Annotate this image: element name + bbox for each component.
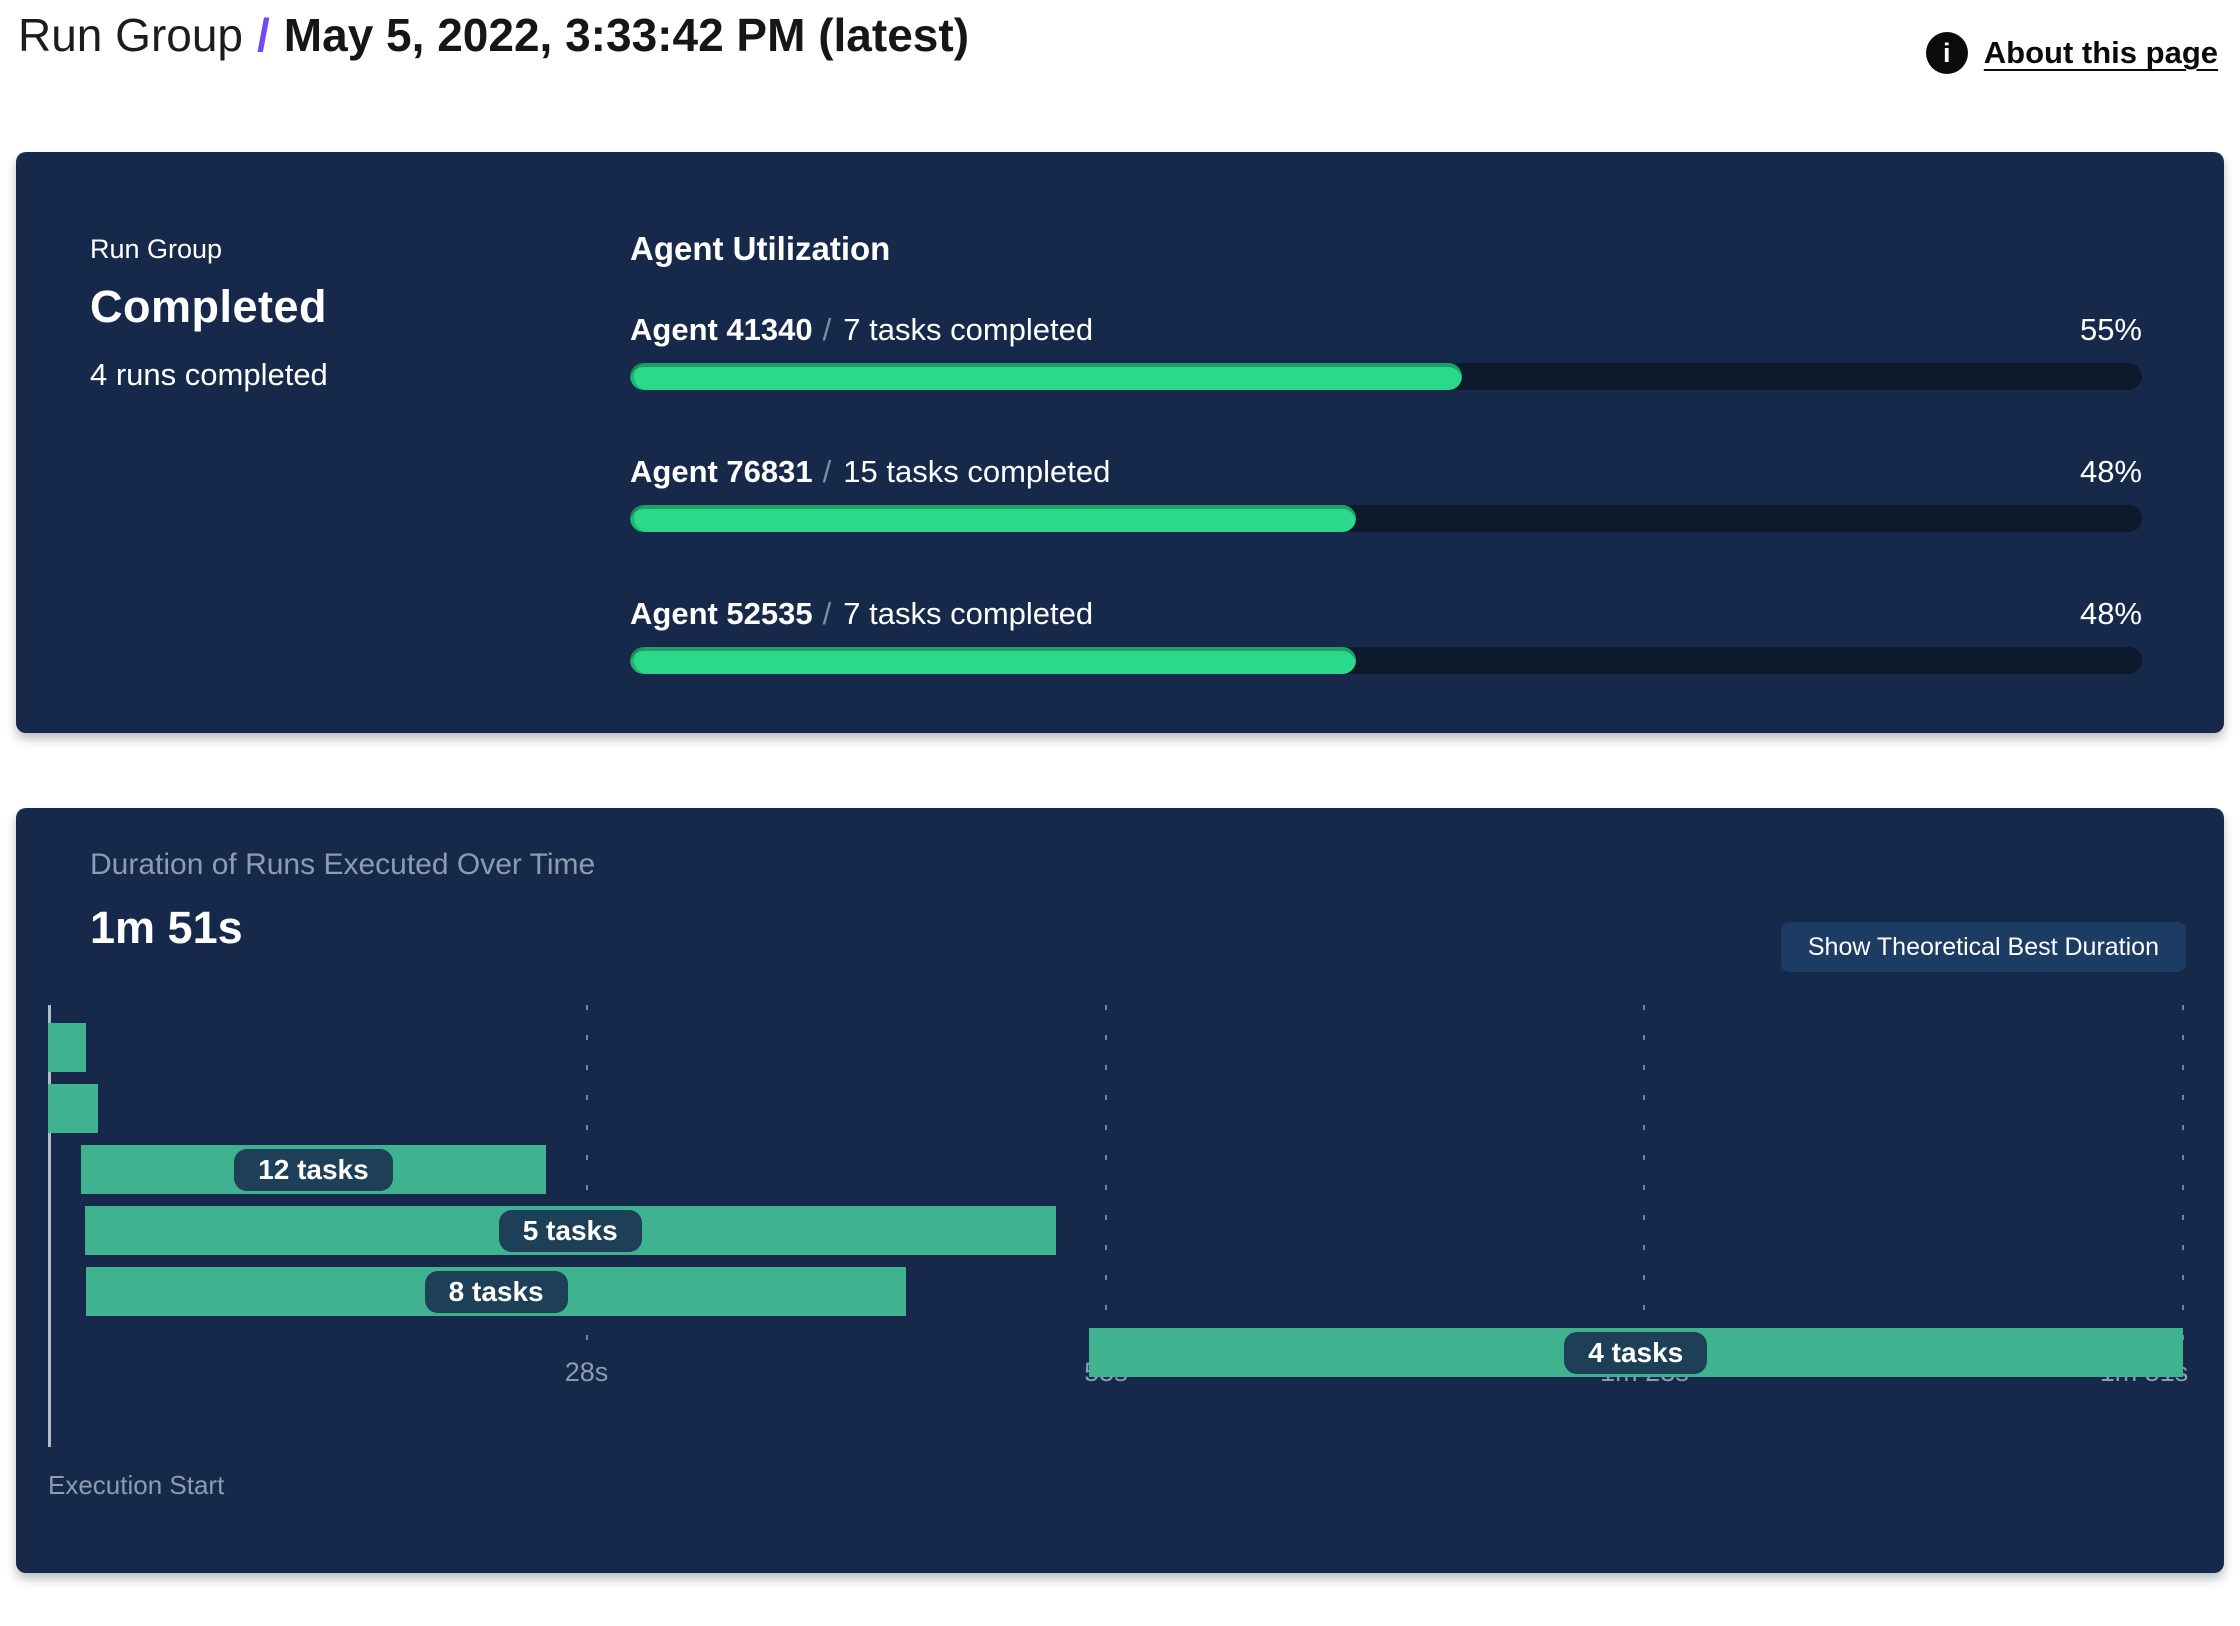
duration-chart-panel: Duration of Runs Executed Over Time 1m 5… xyxy=(16,808,2224,1573)
show-theoretical-best-duration-button[interactable]: Show Theoretical Best Duration xyxy=(1780,922,2186,972)
label-separator: / xyxy=(822,596,832,631)
agent-utilization-section: Agent Utilization Agent 41340 / 7 tasks co… xyxy=(630,230,2142,674)
run-duration-bar[interactable]: 8 tasks xyxy=(86,1267,906,1316)
execution-start-axis-line xyxy=(48,1005,51,1447)
page-header: Run Group / May 5, 2022, 3:33:42 PM (lates… xyxy=(16,0,2224,100)
utilization-progressbar-track xyxy=(630,647,2142,674)
utilization-progressbar-track xyxy=(630,363,2142,390)
chart-title: Duration of Runs Executed Over Time xyxy=(90,848,596,881)
total-duration-value: 1m 51s xyxy=(90,902,243,953)
agent-utilization-percent: 55% xyxy=(2079,312,2142,347)
info-icon[interactable]: i xyxy=(1925,32,1968,74)
utilization-progressbar-fill xyxy=(630,505,1356,532)
run-duration-bar[interactable] xyxy=(48,1023,87,1072)
run-duration-bar[interactable]: 4 tasks xyxy=(1088,1328,2183,1377)
run-duration-bar[interactable]: 12 tasks xyxy=(80,1145,547,1194)
agent-label: Agent 41340 / 7 tasks completed xyxy=(630,312,1093,348)
time-gridline xyxy=(2182,1005,2184,1345)
time-gridline xyxy=(1104,1005,1107,1345)
utilization-progressbar-track xyxy=(630,505,2142,532)
execution-start-label: Execution Start xyxy=(48,1470,225,1500)
status-badge: Completed xyxy=(90,281,328,332)
runs-completed-count: 4 runs completed xyxy=(90,357,328,392)
agent-utilization-row: Agent 76831 / 15 tasks completed 48% xyxy=(630,454,2142,532)
run-group-summary-panel: Run Group Completed 4 runs completed Age… xyxy=(16,152,2224,733)
run-timestamp-title: May 5, 2022, 3:33:42 PM (latest) xyxy=(283,9,970,61)
breadcrumb-root: Run Group xyxy=(18,9,244,61)
run-duration-bar[interactable]: 5 tasks xyxy=(84,1206,1056,1255)
agent-label: Agent 52535 / 7 tasks completed xyxy=(630,596,1093,632)
agent-utilization-row: Agent 52535 / 7 tasks completed 48% xyxy=(630,596,2142,674)
agent-name: Agent 41340 xyxy=(630,312,813,347)
utilization-progressbar-fill xyxy=(630,363,1462,390)
utilization-progressbar-fill xyxy=(630,647,1356,674)
task-count-pill: 12 tasks xyxy=(234,1148,393,1191)
agent-label: Agent 76831 / 15 tasks completed xyxy=(630,454,1110,490)
label-separator: / xyxy=(822,454,832,489)
agent-tasks-completed: 15 tasks completed xyxy=(843,454,1111,489)
task-count-pill: 5 tasks xyxy=(498,1209,642,1252)
agent-utilization-row: Agent 41340 / 7 tasks completed 55% xyxy=(630,312,2142,390)
agent-name: Agent 76831 xyxy=(630,454,813,489)
agent-tasks-completed: 7 tasks completed xyxy=(843,312,1094,347)
agent-utilization-heading: Agent Utilization xyxy=(630,230,891,267)
label-separator: / xyxy=(822,312,832,347)
run-group-status-block: Run Group Completed 4 runs completed xyxy=(90,234,328,393)
agent-utilization-percent: 48% xyxy=(2079,454,2142,489)
time-gridline xyxy=(585,1005,588,1345)
about-this-page-link[interactable]: About this page xyxy=(1983,35,2218,70)
time-tick-label: 28s xyxy=(564,1357,609,1387)
breadcrumb-separator: / xyxy=(257,9,270,61)
agent-utilization-percent: 48% xyxy=(2079,596,2142,631)
task-count-pill: 8 tasks xyxy=(424,1270,568,1313)
agent-tasks-completed: 7 tasks completed xyxy=(843,596,1094,631)
run-group-label: Run Group xyxy=(90,234,223,264)
page-title: Run Group / May 5, 2022, 3:33:42 PM (lates… xyxy=(18,6,969,64)
task-count-pill: 4 tasks xyxy=(1564,1331,1708,1374)
about-this-page[interactable]: i About this page xyxy=(1925,32,2218,74)
run-duration-bar[interactable] xyxy=(48,1084,98,1133)
agent-name: Agent 52535 xyxy=(630,596,813,631)
time-gridline xyxy=(1643,1005,1646,1345)
